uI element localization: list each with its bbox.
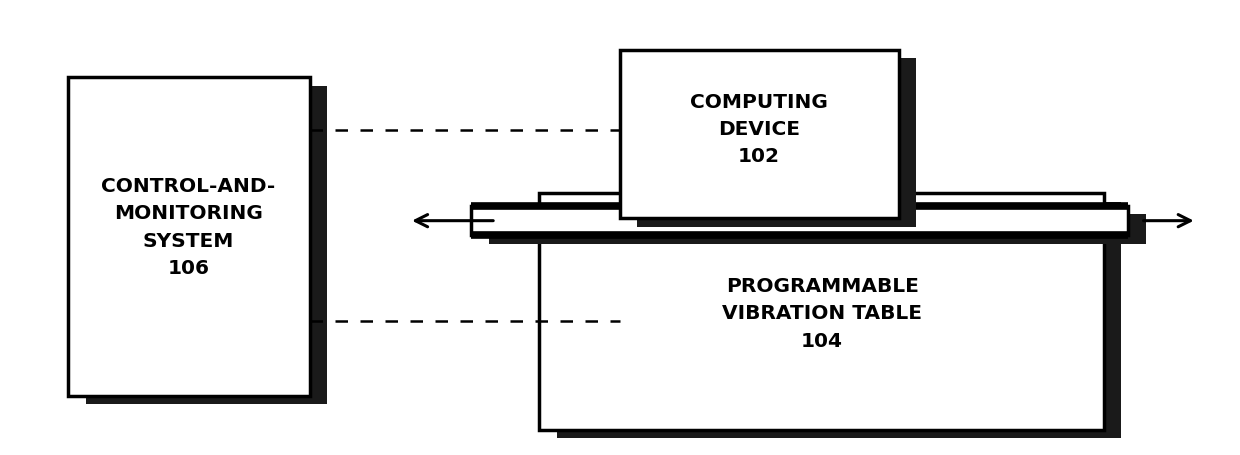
Bar [539, 193, 1104, 430]
Bar [620, 50, 899, 218]
Bar [68, 77, 310, 396]
Bar [471, 206, 1128, 236]
Text: COMPUTING
DEVICE
102: COMPUTING DEVICE 102 [689, 93, 828, 167]
Text: PROGRAMMABLE
VIBRATION TABLE
104: PROGRAMMABLE VIBRATION TABLE 104 [722, 277, 923, 351]
Bar [557, 202, 1121, 438]
Bar [86, 86, 327, 404]
Bar [489, 214, 1146, 243]
Bar [637, 58, 916, 227]
Text: CONTROL-AND-
MONITORING
SYSTEM
106: CONTROL-AND- MONITORING SYSTEM 106 [102, 177, 275, 278]
